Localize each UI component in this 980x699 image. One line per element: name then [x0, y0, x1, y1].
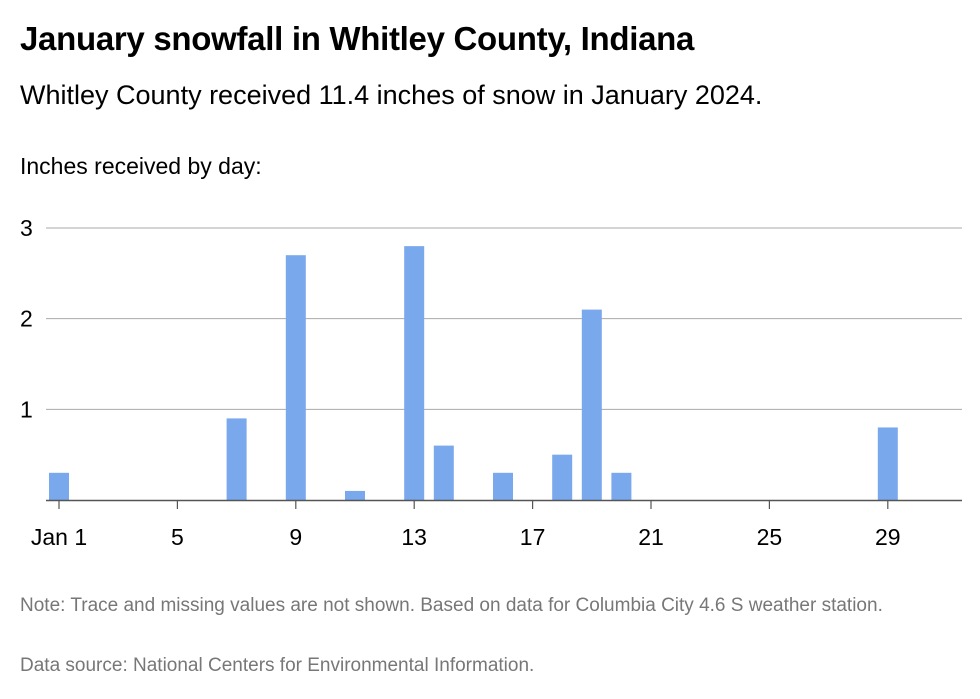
x-tick-label: 21 — [638, 524, 664, 550]
x-tick-label: 17 — [520, 524, 546, 550]
y-axis-label: Inches received by day: — [20, 153, 262, 179]
y-tick-label: 1 — [20, 396, 33, 422]
chart-title: January snowfall in Whitley County, Indi… — [20, 20, 695, 57]
bar-day-11 — [345, 490, 365, 500]
bar-day-14 — [433, 445, 454, 500]
x-tick-label: 29 — [875, 524, 901, 550]
x-tick-label: 9 — [289, 524, 302, 550]
bar-chart: 1 2 3 Jan 1 5 9 13 17 21 25 29 — [20, 215, 962, 550]
bar-day-18 — [552, 454, 573, 500]
y-tick-label: 3 — [20, 215, 33, 241]
y-tick-label: 2 — [20, 306, 33, 332]
bar-day-16 — [493, 472, 513, 500]
chart-subtitle: Whitley County received 11.4 inches of s… — [20, 80, 763, 110]
x-tick-label: 5 — [171, 524, 184, 550]
x-tick-label: Jan 1 — [31, 524, 87, 550]
chart-note: Note: Trace and missing values are not s… — [20, 595, 883, 616]
bar-day-20 — [611, 472, 632, 500]
data-source: Data source: National Centers for Enviro… — [20, 655, 535, 676]
bar-day-19 — [581, 309, 602, 500]
bar-day-1 — [49, 472, 69, 500]
x-tick-label: 13 — [401, 524, 427, 550]
bar-day-9 — [285, 255, 306, 500]
bar-day-7 — [226, 418, 247, 500]
x-tick-label: 25 — [757, 524, 783, 550]
bar-day-13 — [404, 246, 425, 500]
bar-day-29 — [877, 427, 898, 500]
